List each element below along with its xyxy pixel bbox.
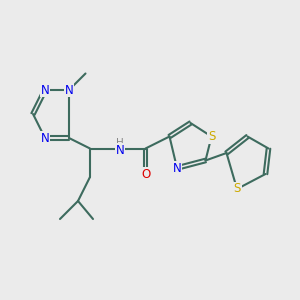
Text: N: N [40,83,50,97]
Text: S: S [208,130,215,143]
Text: N: N [172,161,182,175]
Text: N: N [64,83,74,97]
Text: N: N [116,143,124,157]
Text: N: N [40,131,50,145]
Text: O: O [141,167,150,181]
Text: S: S [233,182,241,196]
Text: H: H [116,138,124,148]
